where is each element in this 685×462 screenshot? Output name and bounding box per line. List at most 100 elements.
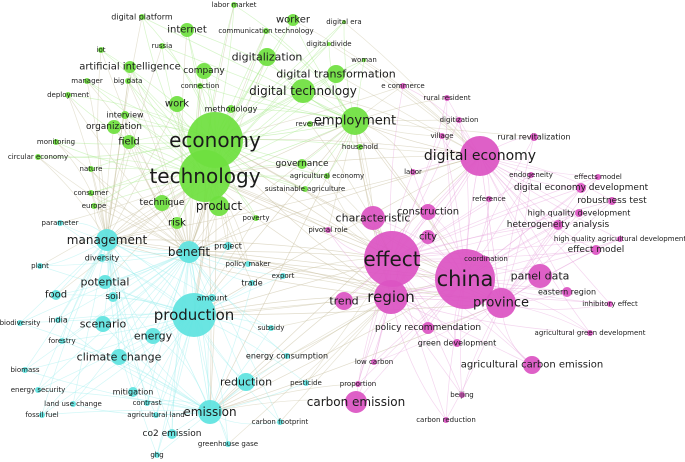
node-bubble-diversity[interactable] — [98, 254, 106, 262]
node-bubble-policy-recommendation[interactable] — [422, 322, 434, 334]
node-bubble-digitization[interactable] — [456, 117, 462, 123]
node-bubble-subsidy[interactable] — [268, 325, 274, 331]
node-bubble-risk[interactable] — [171, 217, 183, 229]
node-bubble-project[interactable] — [224, 242, 232, 250]
node-bubble-product[interactable] — [209, 196, 229, 216]
node-bubble-employment[interactable] — [341, 107, 369, 135]
node-bubble-work[interactable] — [169, 96, 185, 112]
node-bubble-revenue[interactable] — [307, 121, 313, 127]
node-bubble-digital-economy[interactable] — [460, 136, 500, 176]
node-bubble-management[interactable] — [96, 229, 118, 251]
node-bubble-reduction[interactable] — [237, 373, 255, 391]
node-bubble-digitalization[interactable] — [258, 48, 276, 66]
node-bubble-energy[interactable] — [145, 328, 161, 344]
node-bubble-labor-market[interactable] — [231, 2, 237, 8]
node-bubble-consumer[interactable] — [88, 190, 94, 196]
node-bubble-endogeneity[interactable] — [528, 172, 534, 178]
node-bubble-carbon-footprint[interactable] — [277, 419, 283, 425]
node-bubble-methodology[interactable] — [227, 105, 235, 113]
node-bubble-digital-era[interactable] — [342, 20, 346, 24]
node-bubble-benefit[interactable] — [178, 241, 200, 263]
node-bubble-province[interactable] — [486, 288, 516, 318]
node-bubble-e-commerce[interactable] — [400, 83, 406, 89]
node-bubble-technology[interactable] — [179, 150, 231, 202]
node-bubble-scenario[interactable] — [95, 316, 111, 332]
node-bubble-digital-technology[interactable] — [291, 79, 315, 103]
node-bubble-greenhouse-gase[interactable] — [225, 441, 231, 447]
node-bubble-inhibitory-effect[interactable] — [607, 301, 613, 307]
node-bubble-worker[interactable] — [287, 14, 299, 26]
node-bubble-village[interactable] — [439, 133, 445, 139]
node-bubble-emission[interactable] — [198, 400, 222, 424]
node-bubble-digital-platform[interactable] — [139, 14, 145, 20]
node-bubble-robustness-test[interactable] — [608, 197, 616, 205]
node-bubble-pivotal-role[interactable] — [325, 227, 331, 233]
node-bubble-trade[interactable] — [249, 280, 255, 286]
node-bubble-nature[interactable] — [88, 166, 94, 172]
node-bubble-trend[interactable] — [335, 292, 353, 310]
node-bubble-iot[interactable] — [98, 47, 104, 53]
node-bubble-agricultural-carbon-emission[interactable] — [523, 356, 541, 374]
node-bubble-energy-consumption[interactable] — [284, 353, 290, 359]
node-bubble-eastern-region[interactable] — [562, 287, 572, 297]
node-bubble-governance[interactable] — [297, 159, 307, 169]
node-bubble-sustainable-agriculture[interactable] — [302, 186, 308, 192]
node-bubble-green-development[interactable] — [453, 339, 461, 347]
node-bubble-panel-data[interactable] — [528, 264, 552, 288]
node-bubble-monitoring[interactable] — [53, 139, 59, 145]
node-bubble-soil[interactable] — [108, 292, 118, 302]
node-bubble-proportion[interactable] — [355, 381, 361, 387]
node-bubble-woman[interactable] — [362, 58, 366, 62]
node-bubble-low-carbon[interactable] — [371, 359, 377, 365]
node-bubble-beijing[interactable] — [459, 392, 465, 398]
node-bubble-field[interactable] — [122, 135, 136, 149]
node-bubble-digital-transformation[interactable] — [327, 65, 345, 83]
node-bubble-city[interactable] — [421, 230, 435, 244]
node-bubble-carbon-emission[interactable] — [345, 391, 367, 413]
node-bubble-potential[interactable] — [98, 275, 112, 289]
node-bubble-parameter[interactable] — [57, 220, 63, 226]
node-bubble-plant[interactable] — [37, 263, 43, 269]
node-bubble-reference[interactable] — [486, 196, 492, 202]
node-bubble-policy-maker[interactable] — [245, 261, 251, 267]
node-bubble-communication-technology[interactable] — [263, 28, 269, 34]
node-bubble-labor[interactable] — [410, 169, 416, 175]
node-bubble-effect[interactable] — [364, 231, 420, 287]
node-bubble-contrast[interactable] — [144, 400, 150, 406]
node-bubble-india[interactable] — [55, 317, 61, 323]
node-bubble-rural-revitalization[interactable] — [530, 133, 538, 141]
node-bubble-forestry[interactable] — [59, 338, 65, 344]
node-bubble-company[interactable] — [196, 63, 212, 79]
node-bubble-biodiversity[interactable] — [17, 320, 23, 326]
node-bubble-organization[interactable] — [107, 120, 121, 134]
node-bubble-circular-economy[interactable] — [35, 154, 41, 160]
node-bubble-technique[interactable] — [154, 195, 170, 211]
node-bubble-land-use-change[interactable] — [70, 401, 76, 407]
node-bubble-effect-model[interactable] — [591, 245, 601, 255]
node-bubble-energy-security[interactable] — [35, 387, 41, 393]
node-bubble-characteristic[interactable] — [361, 206, 385, 230]
node-bubble-food[interactable] — [51, 290, 61, 300]
node-bubble-co2-emission[interactable] — [167, 429, 177, 439]
node-bubble-high-quality-agricultural-development[interactable] — [617, 236, 623, 242]
node-bubble-carbon-reduction[interactable] — [443, 417, 449, 423]
node-bubble-artificial-intelligence[interactable] — [124, 61, 136, 73]
node-bubble-heterogeneity-analysis[interactable] — [553, 220, 563, 230]
node-bubble-construction[interactable] — [420, 204, 436, 220]
node-bubble-deployment[interactable] — [65, 92, 71, 98]
node-bubble-digital-economy-development[interactable] — [576, 183, 586, 193]
node-bubble-amount[interactable] — [208, 294, 216, 302]
node-bubble-agricultural-land[interactable] — [153, 412, 159, 418]
node-bubble-high-quality-development[interactable] — [575, 209, 583, 217]
node-bubble-mitigation[interactable] — [128, 387, 138, 397]
node-bubble-pesticide[interactable] — [303, 380, 309, 386]
node-bubble-manager[interactable] — [84, 78, 90, 84]
node-bubble-climate-change[interactable] — [111, 349, 127, 365]
node-bubble-interview[interactable] — [121, 111, 129, 119]
node-bubble-china[interactable] — [435, 249, 495, 309]
node-bubble-production[interactable] — [172, 293, 216, 337]
node-bubble-coordination[interactable] — [483, 256, 489, 262]
node-bubble-effects-model[interactable] — [595, 174, 601, 180]
node-bubble-export[interactable] — [280, 273, 286, 279]
node-bubble-household[interactable] — [357, 144, 363, 150]
